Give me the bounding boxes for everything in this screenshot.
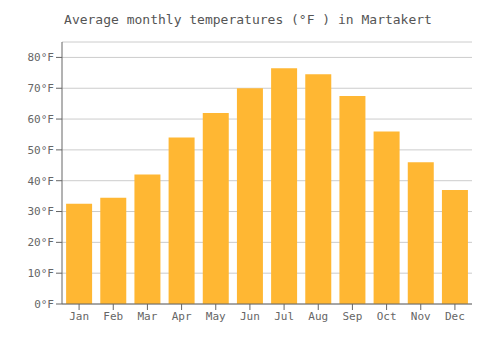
svg-text:Jun: Jun (240, 310, 260, 323)
svg-text:40°F: 40°F (28, 175, 55, 188)
svg-text:0°F: 0°F (34, 298, 54, 311)
svg-text:50°F: 50°F (28, 144, 55, 157)
svg-text:Jul: Jul (274, 310, 294, 323)
svg-text:30°F: 30°F (28, 205, 55, 218)
svg-text:Dec: Dec (445, 310, 465, 323)
svg-text:80°F: 80°F (28, 51, 55, 64)
svg-text:20°F: 20°F (28, 236, 55, 249)
svg-text:Nov: Nov (411, 310, 431, 323)
svg-text:Sep: Sep (342, 310, 362, 323)
svg-text:Feb: Feb (103, 310, 123, 323)
svg-text:Aug: Aug (308, 310, 328, 323)
svg-text:Oct: Oct (377, 310, 397, 323)
svg-text:70°F: 70°F (28, 82, 55, 95)
svg-text:May: May (206, 310, 226, 323)
svg-text:Apr: Apr (172, 310, 192, 323)
html-text:Average monthly temperatures (: Average monthly temperatures (°F ) in Ma… (64, 12, 432, 27)
svg-text:Jan: Jan (69, 310, 89, 323)
svg-text:60°F: 60°F (28, 113, 55, 126)
svg-text:Mar: Mar (137, 310, 157, 323)
svg-text:10°F: 10°F (28, 267, 55, 280)
